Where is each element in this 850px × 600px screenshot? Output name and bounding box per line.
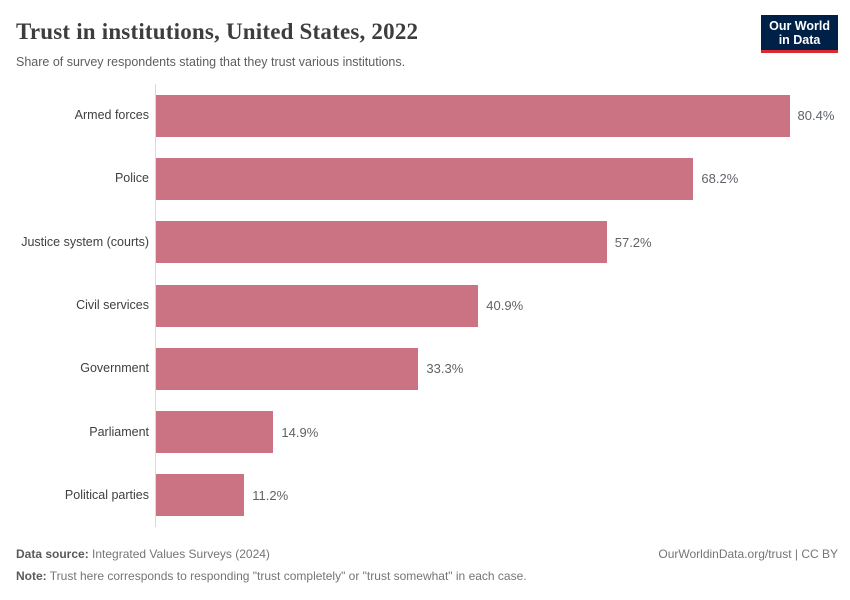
category-label: Parliament — [89, 424, 149, 439]
bar-row: Government 33.3% — [16, 337, 838, 401]
chart-footer: Data source: Integrated Values Surveys (… — [16, 547, 838, 584]
bar-area: 14.9% — [155, 400, 838, 464]
category-label: Political parties — [64, 487, 149, 502]
category-label: Government — [80, 361, 149, 376]
category-label: Justice system (courts) — [21, 234, 149, 249]
category-label: Police — [114, 171, 149, 186]
category-label: Armed forces — [74, 108, 149, 123]
owid-logo: Our World in Data — [761, 15, 838, 53]
bar[interactable] — [156, 411, 274, 454]
bar-chart: Armed forces 80.4% Police 68.2% Justice syst… — [16, 84, 838, 528]
bar-area: 68.2% — [155, 147, 838, 211]
header-text-block: Trust in institutions, United States, 20… — [16, 16, 418, 70]
bar[interactable] — [156, 221, 607, 264]
bar-row: Civil services 40.9% — [16, 273, 838, 338]
bar[interactable] — [156, 157, 694, 200]
bar-row: Police 68.2% — [16, 147, 838, 211]
value-label: 80.4% — [797, 108, 835, 124]
chart-header: Trust in institutions, United States, 20… — [16, 15, 838, 70]
data-source-text: Integrated Values Surveys (2024) — [88, 547, 270, 562]
category-label: Civil services — [76, 298, 149, 313]
value-label: 11.2% — [252, 487, 289, 503]
bar-area: 33.3% — [155, 337, 838, 401]
bar[interactable] — [156, 474, 245, 517]
owid-logo-line1: Our World — [769, 19, 830, 33]
chart-subtitle: Share of survey respondents stating that… — [16, 55, 406, 69]
owid-license-link[interactable]: OurWorldinData.org/trust | CC BY — [658, 547, 838, 562]
note-label: Note: — [16, 569, 47, 584]
note-line: Note: Trust here corresponds to respondi… — [16, 569, 838, 584]
bar[interactable] — [156, 284, 479, 327]
bar[interactable] — [156, 347, 419, 390]
value-label: 40.9% — [486, 298, 524, 314]
bar-area: 40.9% — [155, 273, 838, 338]
bar-area: 80.4% — [155, 84, 838, 148]
bar-row: Justice system (courts) 57.2% — [16, 210, 838, 274]
value-label: 57.2% — [614, 234, 652, 250]
data-source-label: Data source: — [16, 547, 89, 562]
bar[interactable] — [156, 94, 790, 137]
chart-title: Trust in institutions, United States, 20… — [16, 19, 419, 44]
bar-row: Armed forces 80.4% — [16, 84, 838, 148]
value-label: 68.2% — [701, 171, 739, 187]
data-source-line: Data source: Integrated Values Surveys (… — [16, 547, 270, 562]
bar-area: 11.2% — [155, 463, 838, 528]
bar-row: Political parties 11.2% — [16, 463, 838, 528]
note-text: Trust here corresponds to responding "tr… — [46, 569, 527, 584]
value-label: 33.3% — [426, 361, 464, 377]
owid-logo-line2: in Data — [778, 33, 821, 47]
bar-row: Parliament 14.9% — [16, 400, 838, 464]
value-label: 14.9% — [281, 424, 319, 440]
bar-area: 57.2% — [155, 210, 838, 274]
